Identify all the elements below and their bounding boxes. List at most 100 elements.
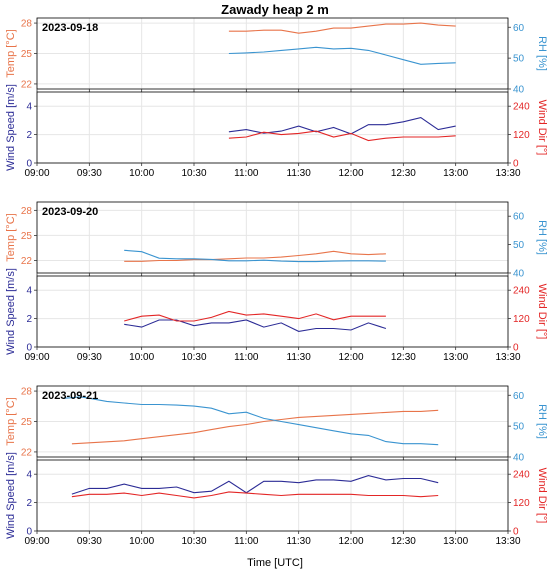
lower-panel-series-wind_speed — [228, 117, 456, 135]
upper-panel-right-axis-label: RH [%] — [536, 36, 548, 71]
upper-panel-left-axis-label: Temp [°C] — [5, 213, 17, 261]
upper-panel-left-tick-label: 22 — [21, 256, 33, 267]
lower-panel-x-tick-label: 10:00 — [129, 168, 154, 179]
upper-panel-right-tick-label: 50 — [513, 422, 525, 433]
upper-panel-left-tick-label: 22 — [21, 447, 33, 458]
upper-panel-left-tick-label: 28 — [21, 19, 33, 30]
lower-panel-right-tick-label: 240 — [513, 470, 530, 481]
lower-panel-x-tick-label: 09:30 — [77, 168, 102, 179]
lower-panel-x-tick-label: 09:30 — [77, 352, 102, 363]
lower-panel-series-wind_speed — [71, 475, 439, 495]
lower-panel-x-tick-label: 12:00 — [338, 352, 363, 363]
lower-panel-left-axis-label: Wind Speed [m/s] — [5, 84, 17, 171]
lower-panel-right-axis-label: Wind Dir [°] — [536, 100, 548, 156]
upper-panel-right-tick-label: 60 — [513, 23, 525, 34]
upper-panel-right-tick-label: 50 — [513, 54, 525, 65]
upper-panel-right-axis-label: RH [%] — [536, 404, 548, 439]
upper-panel-right-tick-label: 40 — [513, 453, 525, 464]
lower-panel-x-tick-label: 11:30 — [287, 168, 312, 179]
lower-panel-right-axis-label: Wind Dir [°] — [536, 284, 548, 340]
upper-panel-right-tick-label: 40 — [513, 85, 525, 96]
upper-panel-left-tick-label: 28 — [21, 206, 33, 217]
panel-date-label: 2023-09-21 — [42, 390, 98, 402]
lower-panel-x-tick-label: 10:00 — [129, 352, 154, 363]
upper-panel-series-temp — [124, 250, 386, 262]
upper-panel-left-axis-label: Temp [°C] — [5, 29, 17, 77]
lower-panel-left-tick-label: 0 — [26, 527, 32, 538]
lower-panel-x-tick-label: 09:30 — [77, 536, 102, 547]
upper-panel-series-temp — [71, 409, 439, 445]
lower-panel-left-tick-label: 2 — [26, 498, 32, 509]
lower-panel-x-tick-label: 12:30 — [391, 536, 416, 547]
lower-panel-right-tick-label: 120 — [513, 498, 530, 509]
upper-panel-frame — [36, 201, 509, 274]
lower-panel-left-tick-label: 4 — [26, 470, 32, 481]
lower-panel-left-tick-label: 4 — [26, 102, 32, 113]
lower-panel-x-tick-label: 09:00 — [24, 536, 49, 547]
lower-panel-x-tick-label: 12:00 — [338, 168, 363, 179]
lower-panel-right-tick-label: 0 — [513, 343, 519, 354]
lower-panel-right-tick-label: 120 — [513, 314, 530, 325]
lower-panel-right-tick-label: 120 — [513, 130, 530, 141]
upper-panel-left-tick-label: 25 — [21, 231, 33, 242]
lower-panel-x-tick-label: 09:00 — [24, 352, 49, 363]
lower-panel-left-tick-label: 2 — [26, 130, 32, 141]
lower-panel-frame — [36, 91, 509, 164]
x-axis-label: Time [UTC] — [247, 557, 303, 569]
lower-panel-series-wind_dir — [124, 310, 386, 322]
lower-panel-x-tick-label: 11:00 — [234, 536, 259, 547]
lower-panel-x-tick-label: 09:00 — [24, 168, 49, 179]
lower-panel-frame — [36, 275, 509, 348]
upper-panel-right-axis-label: RH [%] — [536, 220, 548, 255]
panel-date-label: 2023-09-18 — [42, 22, 98, 34]
lower-panel-right-tick-label: 0 — [513, 159, 519, 170]
lower-panel-right-tick-label: 0 — [513, 527, 519, 538]
upper-panel-right-tick-label: 50 — [513, 240, 525, 251]
lower-panel-left-axis-label: Wind Speed [m/s] — [5, 268, 17, 355]
lower-panel-x-tick-label: 11:00 — [234, 168, 259, 179]
panel-date-label: 2023-09-20 — [42, 206, 98, 218]
lower-panel-x-tick-label: 12:30 — [391, 168, 416, 179]
upper-panel-series-rh — [63, 396, 439, 446]
upper-panel-left-tick-label: 28 — [21, 387, 33, 398]
lower-panel-left-axis-label: Wind Speed [m/s] — [5, 452, 17, 539]
upper-panel-left-tick-label: 25 — [21, 417, 33, 428]
upper-panel-series-rh — [228, 46, 456, 65]
upper-panel-right-tick-label: 60 — [513, 391, 525, 402]
lower-panel-x-tick-label: 11:30 — [287, 352, 312, 363]
upper-panel-series-rh — [124, 249, 386, 263]
lower-panel-left-tick-label: 4 — [26, 286, 32, 297]
lower-panel-frame — [36, 459, 509, 532]
chart-title: Zawady heap 2 m — [221, 2, 329, 17]
lower-panel-series-wind_dir — [228, 130, 456, 142]
lower-panel-x-tick-label: 11:30 — [287, 536, 312, 547]
upper-panel-left-axis-label: Temp [°C] — [5, 397, 17, 445]
lower-panel-x-tick-label: 10:00 — [129, 536, 154, 547]
upper-panel-left-tick-label: 22 — [21, 79, 33, 90]
lower-panel-left-tick-label: 2 — [26, 314, 32, 325]
lower-panel-series-wind_dir — [71, 491, 439, 499]
lower-panel-right-tick-label: 240 — [513, 102, 530, 113]
lower-panel-x-tick-label: 10:30 — [181, 352, 206, 363]
lower-panel-x-tick-label: 13:00 — [443, 168, 468, 179]
lower-panel-right-axis-label: Wind Dir [°] — [536, 468, 548, 524]
lower-panel-x-tick-label: 13:30 — [495, 168, 520, 179]
upper-panel-left-tick-label: 25 — [21, 49, 33, 60]
upper-panel-right-tick-label: 60 — [513, 212, 525, 223]
upper-panel-series-temp — [228, 22, 456, 34]
lower-panel-x-tick-label: 13:30 — [495, 536, 520, 547]
lower-panel-right-tick-label: 240 — [513, 286, 530, 297]
lower-panel-left-tick-label: 0 — [26, 343, 32, 354]
lower-panel-x-tick-label: 13:00 — [443, 536, 468, 547]
lower-panel-series-wind_speed — [124, 319, 387, 332]
lower-panel-left-tick-label: 0 — [26, 159, 32, 170]
lower-panel-x-tick-label: 13:00 — [443, 352, 468, 363]
lower-panel-x-tick-label: 12:00 — [338, 536, 363, 547]
lower-panel-x-tick-label: 11:00 — [234, 352, 259, 363]
lower-panel-x-tick-label: 12:30 — [391, 352, 416, 363]
upper-panel-right-tick-label: 40 — [513, 269, 525, 280]
